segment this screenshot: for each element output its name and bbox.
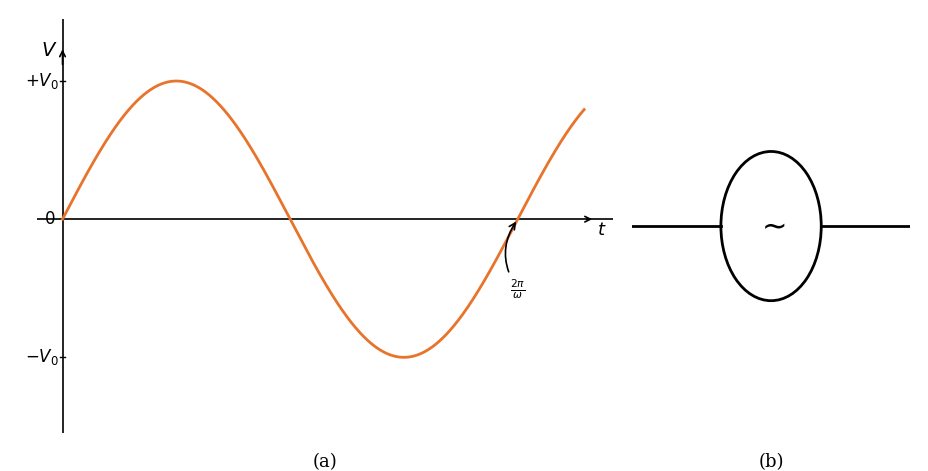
Text: $t$: $t$ (597, 221, 606, 239)
Text: $+V_0$: $+V_0$ (25, 71, 59, 91)
Text: (a): (a) (313, 453, 337, 471)
Text: $-V_0$: $-V_0$ (25, 347, 59, 367)
Text: $\frac{2\pi}{\omega}$: $\frac{2\pi}{\omega}$ (505, 223, 525, 300)
Text: $V$: $V$ (41, 41, 58, 60)
Text: $0$: $0$ (44, 211, 55, 227)
Text: (b): (b) (757, 453, 783, 471)
Text: $\sim$: $\sim$ (755, 211, 785, 242)
